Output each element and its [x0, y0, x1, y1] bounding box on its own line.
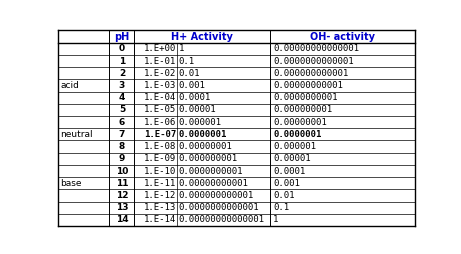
- Text: 0.001: 0.001: [178, 81, 205, 90]
- Text: 0: 0: [119, 44, 125, 53]
- Text: 0.00000000001: 0.00000000001: [273, 81, 343, 90]
- Text: 0.000000001: 0.000000001: [178, 154, 237, 163]
- Text: 0.000000000001: 0.000000000001: [273, 69, 349, 78]
- Text: 14: 14: [116, 215, 128, 225]
- Text: 1.E-07: 1.E-07: [144, 130, 176, 139]
- Text: 1.E-06: 1.E-06: [144, 118, 176, 127]
- Text: OH- activity: OH- activity: [310, 31, 375, 42]
- Text: 0.00000000000001: 0.00000000000001: [178, 215, 265, 225]
- Text: 1.E-09: 1.E-09: [144, 154, 176, 163]
- Text: neutral: neutral: [60, 130, 93, 139]
- Text: 1.E-03: 1.E-03: [144, 81, 176, 90]
- Text: 0.00001: 0.00001: [273, 154, 311, 163]
- Text: acid: acid: [60, 81, 79, 90]
- Text: 12: 12: [116, 191, 128, 200]
- Text: 0.1: 0.1: [178, 57, 195, 66]
- Text: 0.1: 0.1: [273, 203, 289, 212]
- Text: 0.0000000000001: 0.0000000000001: [273, 57, 354, 66]
- Text: 9: 9: [119, 154, 125, 163]
- Text: 10: 10: [116, 167, 128, 176]
- Text: base: base: [60, 179, 82, 188]
- Text: 0.000001: 0.000001: [273, 142, 316, 151]
- Text: 0.001: 0.001: [273, 179, 300, 188]
- Text: 1.E-12: 1.E-12: [144, 191, 176, 200]
- Text: 5: 5: [119, 105, 125, 115]
- Text: 0.0000000001: 0.0000000001: [273, 93, 337, 102]
- Text: 0.0000000001: 0.0000000001: [178, 167, 243, 176]
- Text: pH: pH: [114, 31, 130, 42]
- Text: 0.00000001: 0.00000001: [273, 118, 327, 127]
- Text: 1.E+00: 1.E+00: [144, 44, 176, 53]
- Text: 1.E-02: 1.E-02: [144, 69, 176, 78]
- Text: 0.0000001: 0.0000001: [178, 130, 227, 139]
- Text: 0.000000001: 0.000000001: [273, 105, 332, 115]
- Text: 0.0001: 0.0001: [273, 167, 305, 176]
- Text: 0.00000000001: 0.00000000001: [178, 179, 248, 188]
- Text: 0.0000001: 0.0000001: [273, 130, 321, 139]
- Text: 0.01: 0.01: [273, 191, 295, 200]
- Text: 0.00000000000001: 0.00000000000001: [273, 44, 359, 53]
- Text: 1.E-08: 1.E-08: [144, 142, 176, 151]
- Text: 1.E-10: 1.E-10: [144, 167, 176, 176]
- Text: 3: 3: [119, 81, 125, 90]
- Text: 6: 6: [119, 118, 125, 127]
- Text: 1.E-01: 1.E-01: [144, 57, 176, 66]
- Text: 0.0001: 0.0001: [178, 93, 211, 102]
- Text: 13: 13: [116, 203, 128, 212]
- Text: 0.000000000001: 0.000000000001: [178, 191, 254, 200]
- Text: 2: 2: [119, 69, 125, 78]
- Text: 1.E-14: 1.E-14: [144, 215, 176, 225]
- Text: 4: 4: [119, 93, 125, 102]
- Text: H+ Activity: H+ Activity: [171, 31, 233, 42]
- Text: 7: 7: [119, 130, 125, 139]
- Text: 1: 1: [119, 57, 125, 66]
- Text: 8: 8: [119, 142, 125, 151]
- Text: 1.E-11: 1.E-11: [144, 179, 176, 188]
- Text: 0.00001: 0.00001: [178, 105, 216, 115]
- Text: 0.00000001: 0.00000001: [178, 142, 232, 151]
- Text: 11: 11: [116, 179, 128, 188]
- Text: 0.01: 0.01: [178, 69, 200, 78]
- Text: 0.0000000000001: 0.0000000000001: [178, 203, 259, 212]
- Text: 1: 1: [273, 215, 278, 225]
- Text: 1.E-05: 1.E-05: [144, 105, 176, 115]
- Text: 1: 1: [178, 44, 184, 53]
- Text: 0.000001: 0.000001: [178, 118, 221, 127]
- Text: 1.E-13: 1.E-13: [144, 203, 176, 212]
- Text: 1.E-04: 1.E-04: [144, 93, 176, 102]
